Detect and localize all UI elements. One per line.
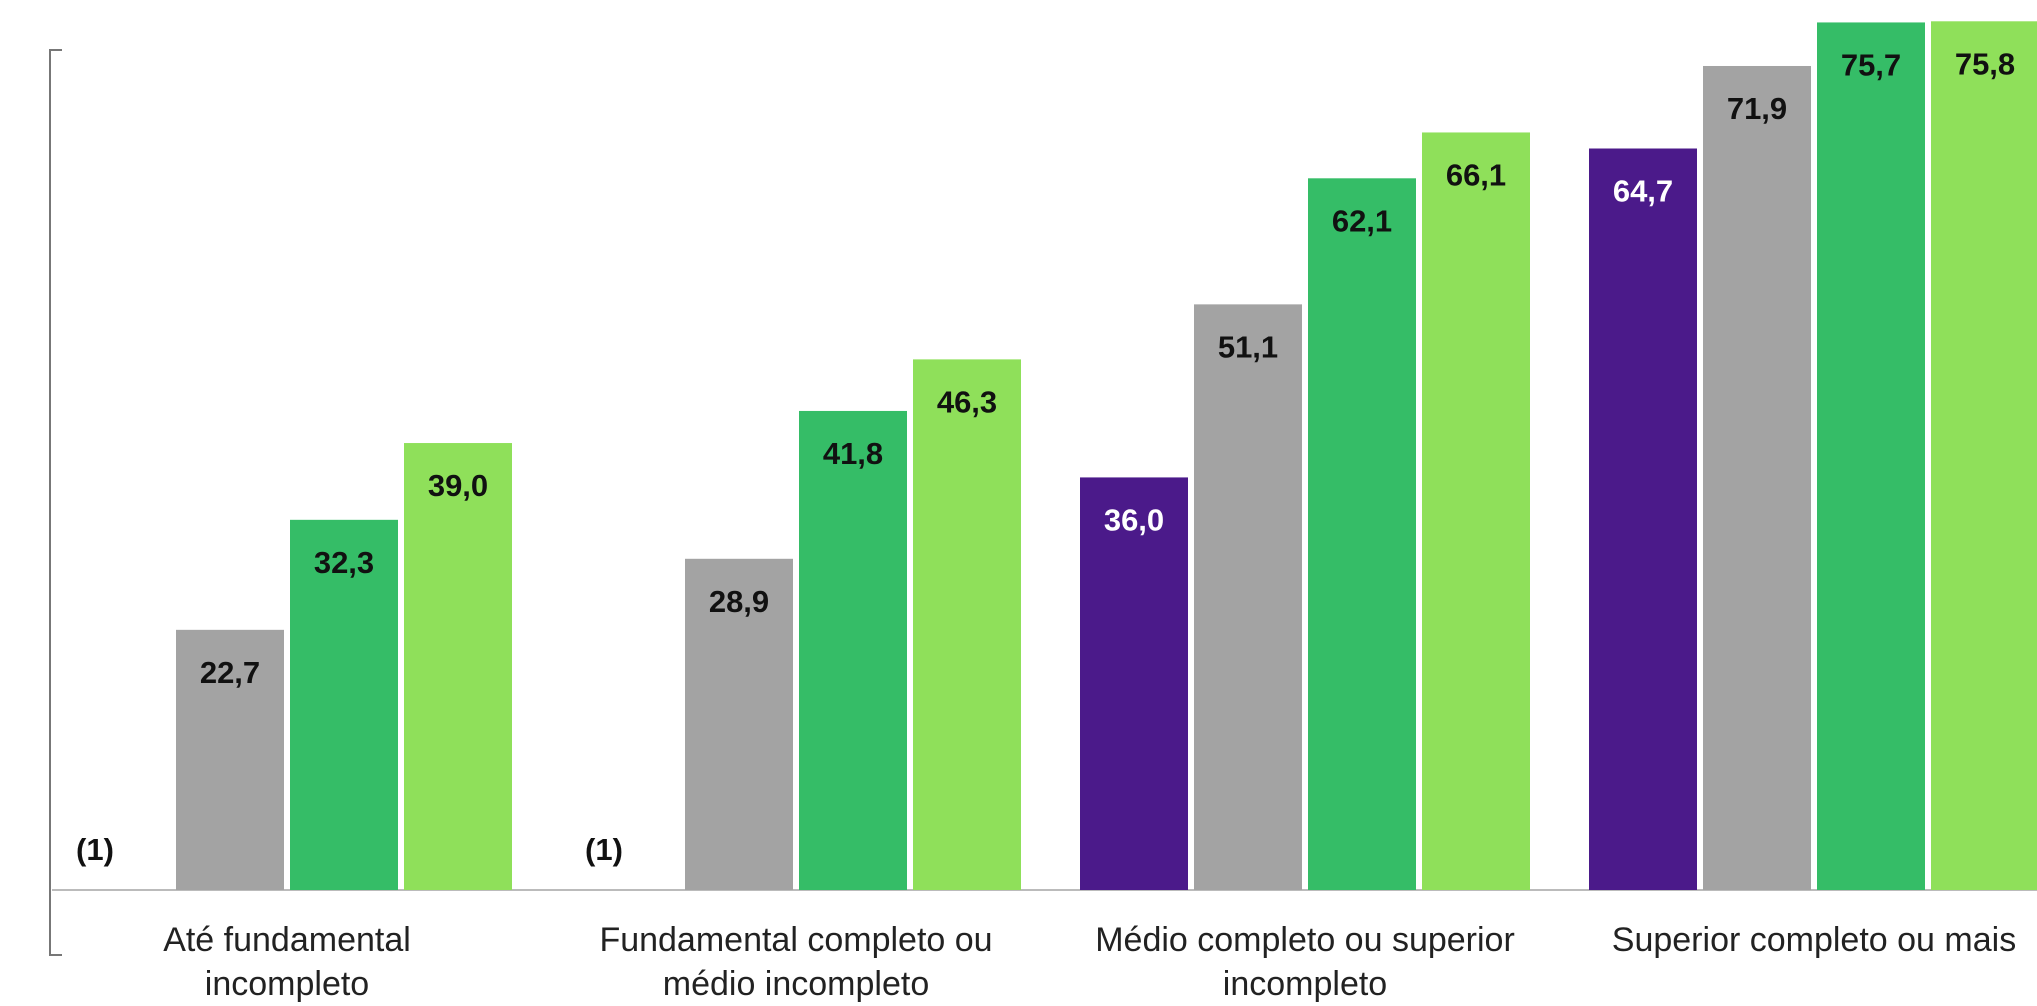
bar <box>1194 304 1302 891</box>
value-label: 51,1 <box>1218 330 1278 365</box>
value-label: 62,1 <box>1332 203 1392 238</box>
value-label: 22,7 <box>200 655 260 690</box>
value-label: 71,9 <box>1727 91 1787 126</box>
bar <box>176 629 284 890</box>
value-label: (1) <box>76 832 114 867</box>
value-label: 28,9 <box>709 584 769 619</box>
value-label: 46,3 <box>937 385 997 420</box>
value-label: 39,0 <box>428 468 488 503</box>
bar <box>1817 22 1925 890</box>
bar <box>290 519 398 890</box>
value-label: 32,3 <box>314 545 374 580</box>
value-label: 36,0 <box>1104 503 1164 538</box>
bar <box>1422 132 1530 890</box>
x-tick-label: Superior completo ou mais <box>1611 921 2017 959</box>
bracket <box>49 49 62 956</box>
value-label: 75,8 <box>1955 46 2015 81</box>
bar <box>1589 148 1697 890</box>
value-label: 75,7 <box>1841 48 1901 83</box>
value-label: 41,8 <box>823 436 883 471</box>
x-tick-label: Até fundamental incompleto <box>163 921 411 1003</box>
bar <box>1703 65 1811 890</box>
value-label: 64,7 <box>1613 174 1673 209</box>
value-label: (1) <box>585 832 623 867</box>
bar <box>913 359 1021 890</box>
bar <box>404 443 512 890</box>
bar <box>1080 477 1188 890</box>
value-label: 66,1 <box>1446 158 1506 193</box>
bar <box>799 410 907 890</box>
bar <box>1931 21 2037 890</box>
x-tick-label: Médio completo ou superior incompleto <box>1095 921 1515 1003</box>
bar <box>685 558 793 890</box>
x-tick-label: Fundamental completo ou médio incompleto <box>599 921 993 1003</box>
bar <box>1308 178 1416 890</box>
